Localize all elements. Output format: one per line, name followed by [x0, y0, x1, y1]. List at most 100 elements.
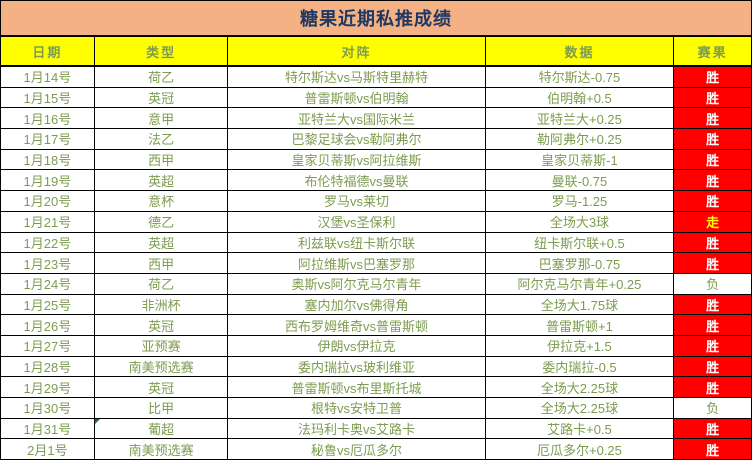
table-row: 1月25号 非洲杯 塞内加尔vs佛得角 全场大1.75球胜	[1, 294, 751, 316]
cell-data: 伊拉克+1.5	[486, 335, 675, 356]
table-row: 1月21号 德乙 汉堡vs圣保利 全场大3球走	[1, 211, 751, 233]
cell-result: 胜	[674, 418, 751, 439]
cell-type: 亚预赛	[95, 335, 229, 356]
cell-date: 1月19号	[1, 170, 95, 191]
cell-date: 1月17号	[1, 129, 95, 149]
cell-date: 1月16号	[1, 108, 95, 129]
cell-data: 纽卡斯尔联+0.5	[486, 232, 675, 253]
cell-data: 全场大2.25球	[486, 398, 675, 418]
cell-type: 比甲	[95, 398, 229, 418]
cell-data: 皇家贝蒂斯-1	[486, 149, 675, 170]
table-row: 1月31号 葡超 法玛利卡奥vs艾路卡 艾路卡+0.5 胜	[1, 418, 751, 440]
cell-type: 意甲	[95, 108, 229, 129]
cell-result: 胜	[674, 170, 751, 191]
cell-data: 阿尔克马尔青年+0.25	[486, 273, 675, 294]
table-row: 1月29号 英冠 普雷斯顿vs布里斯托城 全场大2.25球胜	[1, 377, 751, 398]
table-row: 1月28号 南美预选赛 委内瑞拉vs玻利维亚 委内瑞拉-0.5 胜	[1, 356, 751, 378]
header-match: 对阵	[228, 37, 486, 65]
cell-match: 布伦特福德vs曼联	[228, 170, 486, 191]
cell-data: 罗马-1.25	[486, 191, 675, 211]
table-row: 1月17号 法乙 巴黎足球会vs勒阿弗尔 勒阿弗尔+0.25 胜	[1, 129, 751, 150]
cell-match: 根特vs安特卫普	[228, 398, 486, 418]
table-row: 1月22号 英超 利兹联vs纽卡斯尔联 纽卡斯尔联+0.5 胜	[1, 232, 751, 254]
cell-type: 南美预选赛	[95, 356, 229, 377]
table-header-row: 日期 类型 对阵 数据 赛果	[1, 37, 751, 67]
cell-type: 英超	[95, 170, 229, 191]
cell-result: 胜	[674, 439, 751, 460]
cell-type: 德乙	[95, 211, 229, 232]
cell-result: 胜	[674, 87, 751, 108]
cell-type: 西甲	[95, 149, 229, 170]
cell-date: 1月25号	[1, 294, 95, 315]
cell-date: 1月28号	[1, 356, 95, 377]
cell-data: 特尔斯达-0.75	[486, 67, 675, 87]
table-row: 1月15号 英冠 普雷斯顿vs伯明翰 伯明翰+0.5 胜	[1, 87, 751, 109]
cell-date: 1月26号	[1, 315, 95, 335]
cell-data: 全场大1.75球	[486, 294, 675, 315]
table-row: 2月1号 南美预选赛 秘鲁vs厄瓜多尔 厄瓜多尔+0.25 胜	[1, 439, 751, 460]
cell-date: 1月21号	[1, 211, 95, 232]
cell-match: 汉堡vs圣保利	[228, 211, 486, 232]
cell-date: 1月23号	[1, 253, 95, 273]
cell-data: 亚特兰大+0.25	[486, 108, 675, 129]
cell-date: 1月22号	[1, 232, 95, 253]
header-result: 赛果	[697, 44, 728, 60]
cell-match: 皇家贝蒂斯vs阿拉维斯	[228, 149, 486, 170]
cell-match: 伊朗vs伊拉克	[228, 335, 486, 356]
cell-data: 勒阿弗尔+0.25	[486, 129, 675, 149]
cell-corner-marker-icon	[94, 418, 100, 424]
cell-data: 艾路卡+0.5	[486, 418, 675, 439]
cell-type: 法乙	[95, 129, 229, 149]
cell-match: 特尔斯达vs马斯特里赫特	[228, 67, 486, 87]
cell-match: 罗马vs莱切	[228, 191, 486, 211]
table-row: 1月30号 比甲 根特vs安特卫普 全场大2.25球负	[1, 398, 751, 419]
cell-result: 胜	[674, 377, 751, 397]
cell-date: 1月29号	[1, 377, 95, 397]
cell-date: 1月31号	[1, 418, 95, 439]
cell-match: 秘鲁vs厄瓜多尔	[228, 439, 486, 460]
table-row: 1月20号 意杯 罗马vs莱切 罗马-1.25 胜	[1, 191, 751, 212]
cell-match: 利兹联vs纽卡斯尔联	[228, 232, 486, 253]
cell-date: 1月15号	[1, 87, 95, 108]
cell-result: 胜	[674, 294, 751, 315]
cell-result: 胜	[674, 232, 751, 253]
table-body: 1月14号 荷乙 特尔斯达vs马斯特里赫特 特尔斯达-0.75 胜 1月15号 英冠 普雷斯顿…	[1, 67, 751, 460]
cell-data: 伯明翰+0.5	[486, 87, 675, 108]
cell-result: 负	[674, 398, 751, 418]
cell-match: 亚特兰大vs国际米兰	[228, 108, 486, 129]
table-row: 1月24号 荷乙 奥斯vs阿尔克马尔青年 阿尔克马尔青年+0.25 负	[1, 273, 751, 295]
cell-match: 阿拉维斯vs巴塞罗那	[228, 253, 486, 273]
cell-match: 法玛利卡奥vs艾路卡	[228, 418, 486, 439]
cell-result: 胜	[674, 335, 751, 356]
cell-result: 胜	[674, 129, 751, 149]
table-row: 1月14号 荷乙 特尔斯达vs马斯特里赫特 特尔斯达-0.75 胜	[1, 67, 751, 88]
cell-match: 西布罗姆维奇vs普雷斯顿	[228, 315, 486, 335]
cell-type: 荷乙	[95, 273, 229, 294]
cell-result: 胜	[674, 191, 751, 211]
cell-date: 2月1号	[1, 439, 95, 460]
cell-date: 1月27号	[1, 335, 95, 356]
table-row: 1月16号 意甲 亚特兰大vs国际米兰 亚特兰大+0.25 胜	[1, 108, 751, 130]
cell-result: 胜	[674, 67, 751, 87]
table-row: 1月26号 英冠 西布罗姆维奇vs普雷斯顿 普雷斯顿+1 胜	[1, 315, 751, 336]
table-row: 1月19号 英超 布伦特福德vs曼联 曼联-0.75 胜	[1, 170, 751, 192]
table-row: 1月23号 西甲 阿拉维斯vs巴塞罗那 巴塞罗那-0.75 胜	[1, 253, 751, 274]
cell-match: 普雷斯顿vs布里斯托城	[228, 377, 486, 397]
cell-result: 胜	[674, 108, 751, 129]
cell-type: 西甲	[95, 253, 229, 273]
cell-data: 厄瓜多尔+0.25	[486, 439, 675, 460]
cell-date: 1月14号	[1, 67, 95, 87]
cell-data: 普雷斯顿+1	[486, 315, 675, 335]
cell-type: 非洲杯	[95, 294, 229, 315]
table-row: 1月27号 亚预赛 伊朗vs伊拉克 伊拉克+1.5 胜	[1, 335, 751, 357]
cell-match: 委内瑞拉vs玻利维亚	[228, 356, 486, 377]
table-title: 糖果近期私推成绩	[1, 1, 751, 37]
cell-type: 意杯	[95, 191, 229, 211]
cell-type: 葡超	[94, 418, 229, 439]
cell-data: 全场大2.25球	[486, 377, 675, 397]
cell-data: 曼联-0.75	[486, 170, 675, 191]
cell-match: 奥斯vs阿尔克马尔青年	[228, 273, 486, 294]
cell-type: 英超	[95, 232, 229, 253]
cell-result: 胜	[674, 356, 751, 377]
cell-data: 全场大3球	[486, 211, 675, 232]
